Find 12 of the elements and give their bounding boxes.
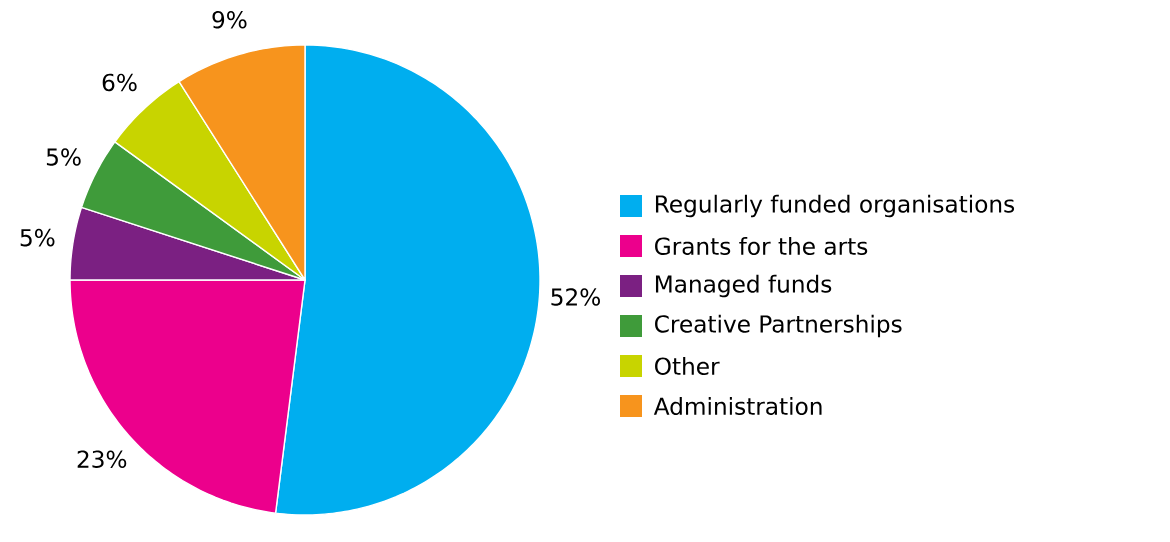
legend-label: Administration [653,397,822,415]
legend-label: Creative Partnerships [655,314,902,338]
legend-label: Managed funds [655,274,832,298]
data-label: 5% [46,148,81,166]
legend-label: Other [655,357,720,375]
data-label: 23% [77,450,127,468]
data-label: 6% [102,73,137,92]
legend-label: Grants for the arts [655,237,868,255]
data-label: 52% [551,288,600,306]
legend-label: Regularly funded organisations [655,194,1015,218]
data-label: 5% [20,228,55,247]
data-label: 9% [212,11,247,29]
